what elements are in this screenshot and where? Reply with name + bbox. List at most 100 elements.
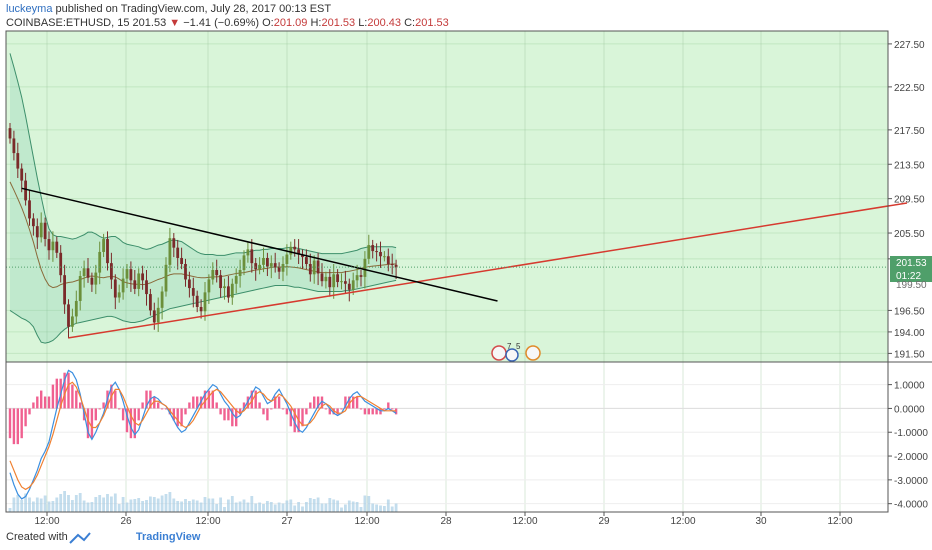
candle-body — [94, 272, 98, 285]
volume-bar — [55, 497, 59, 512]
candle-body — [230, 283, 234, 298]
tradingview-brand[interactable]: TradingView — [135, 531, 201, 543]
macd-histogram-bar — [102, 402, 105, 409]
us-flag-event-icon[interactable] — [505, 348, 519, 362]
volume-bar — [172, 498, 176, 512]
candle-body — [8, 128, 12, 139]
candle-body — [188, 279, 191, 289]
us-flag-event-icon[interactable] — [491, 345, 507, 361]
macd-histogram-bar — [118, 408, 121, 410]
macd-histogram-bar — [289, 408, 292, 427]
macd-histogram-bar — [301, 408, 304, 427]
macd-histogram-bar — [114, 390, 117, 409]
macd-histogram-bar — [75, 390, 78, 409]
candle-body — [234, 276, 238, 284]
volume-bar — [164, 494, 168, 512]
price-pane-background — [6, 31, 888, 362]
bollinger-lower-line — [9, 279, 397, 344]
candle-body — [16, 153, 20, 169]
volume-bar — [394, 503, 398, 512]
candle-body — [117, 292, 121, 298]
price-axis[interactable]: 227.50222.50217.50213.50209.50205.50202.… — [888, 40, 925, 361]
macd-histogram-bar — [172, 408, 175, 421]
candle-body — [246, 249, 250, 256]
candle-body — [149, 294, 152, 311]
candle-body — [184, 263, 187, 280]
volume-bar — [227, 499, 230, 512]
price-axis-label: 191.50 — [894, 349, 925, 360]
volume-bar — [273, 504, 277, 512]
volume-bar — [145, 500, 148, 512]
macd-histogram-bar — [274, 396, 277, 409]
down-arrow-icon: ▼ — [169, 17, 181, 29]
macd-histogram-bar — [305, 408, 308, 415]
time-axis-label: 27 — [281, 516, 293, 527]
macd-histogram-bar — [32, 402, 35, 409]
volume-bar — [94, 497, 98, 512]
macd-pane[interactable] — [6, 369, 888, 512]
time-axis-label: 12:00 — [827, 516, 852, 527]
volume-bar — [98, 495, 102, 512]
volume-bar — [359, 507, 363, 512]
macd-histogram-bar — [313, 396, 316, 409]
candle-body — [195, 295, 199, 307]
time-axis[interactable]: 12:00 26 12:00 27 12:00 28 12:00 29 12:00 30 12:00 — [34, 512, 853, 527]
price-axis-label: 205.50 — [894, 229, 925, 240]
low-value: 200.43 — [367, 17, 402, 29]
price-badges: 201.53 01:22 199.50 — [890, 256, 932, 291]
macd-histogram-bar — [196, 396, 199, 409]
candle-body — [74, 300, 78, 317]
us-flag-event-icon[interactable] — [525, 345, 541, 361]
candle-body — [106, 239, 109, 264]
macd-histogram-bar — [359, 408, 363, 410]
trendlines[interactable] — [6, 187, 908, 339]
close-value: 201.53 — [415, 17, 449, 29]
volume-bar — [324, 503, 328, 512]
macd-histogram-bar — [153, 396, 156, 409]
candle-body — [394, 264, 398, 268]
volume-bar — [250, 496, 254, 512]
volume-bar — [8, 508, 12, 512]
volume-bar — [383, 506, 386, 512]
candle-body — [336, 274, 339, 283]
macd-axis[interactable]: 1.0000 0.0000 -1.0000 -2.0000 -3.0000 -4.0000 — [888, 381, 928, 511]
macd-histogram-bar — [180, 408, 183, 427]
candle-body — [375, 251, 378, 253]
time-axis-label: 12:00 — [670, 516, 695, 527]
volume-bar — [344, 504, 347, 512]
macd-histogram-bar — [242, 402, 246, 409]
overlapped-price-label: 199.50 — [896, 280, 927, 291]
candle-body — [324, 276, 328, 282]
author-link[interactable]: luckeyma — [6, 3, 53, 15]
volume-bar — [332, 499, 336, 512]
macd-histogram-bar — [348, 396, 351, 409]
publish-line: luckeyma published on TradingView.com, J… — [6, 2, 886, 16]
price-axis-label: 209.50 — [894, 195, 925, 206]
macd-histogram-bar — [387, 402, 390, 409]
volume-bar — [347, 500, 351, 512]
macd-histogram-bar — [328, 408, 331, 415]
volume-bar — [215, 504, 219, 512]
macd-histogram-bar — [215, 402, 218, 409]
volume-bar — [312, 499, 316, 512]
price-axis-label: 222.50 — [894, 83, 925, 94]
macd-histogram-bar — [164, 408, 168, 410]
candle-body — [351, 280, 355, 290]
macd-histogram-bar — [270, 408, 273, 410]
macd-histogram-bar — [55, 378, 58, 409]
price-pane[interactable]: 7 5 — [6, 31, 908, 512]
volume-bar — [188, 501, 191, 512]
macd-histogram-bar — [121, 408, 125, 421]
volume-bar — [234, 502, 238, 512]
event-markers[interactable]: 7 5 — [491, 342, 541, 362]
symbol-label: COINBASE:ETHUSD, 15 — [6, 17, 130, 29]
candle-body — [262, 257, 265, 265]
volume-bar — [191, 499, 195, 512]
volume-bar — [297, 502, 300, 512]
candle-body — [160, 291, 164, 308]
candles — [8, 122, 398, 339]
volume-bar — [160, 495, 164, 512]
volume-bar — [110, 496, 113, 512]
candle-body — [293, 246, 297, 250]
